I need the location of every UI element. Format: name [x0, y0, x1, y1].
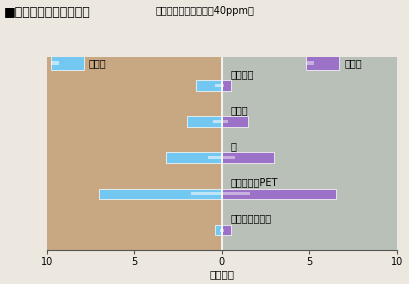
Text: ウール: ウール: [231, 105, 248, 115]
Bar: [306, 61, 314, 65]
Bar: [191, 193, 222, 195]
Bar: [196, 80, 222, 91]
Bar: [166, 153, 222, 163]
Bar: [213, 120, 222, 123]
Bar: [215, 84, 222, 87]
Text: 消臭性: 消臭性: [344, 58, 362, 68]
Text: レーヨン: レーヨン: [231, 69, 254, 79]
Bar: [222, 84, 224, 87]
Text: ■吸着・分解比較データ: ■吸着・分解比較データ: [4, 6, 91, 19]
Text: レギュラーPET: レギュラーPET: [231, 178, 278, 187]
Bar: [222, 225, 231, 235]
Bar: [222, 57, 397, 250]
Text: （アンモニア初発濃度40ppm）: （アンモニア初発濃度40ppm）: [155, 6, 254, 16]
Bar: [215, 225, 222, 235]
Text: 綿: 綿: [231, 141, 236, 151]
Bar: [222, 80, 231, 91]
Bar: [222, 120, 229, 123]
Bar: [208, 156, 222, 159]
Bar: [187, 116, 222, 127]
Bar: [99, 189, 222, 199]
Bar: [222, 116, 248, 127]
FancyBboxPatch shape: [51, 56, 84, 70]
Bar: [220, 229, 222, 231]
FancyBboxPatch shape: [306, 56, 339, 70]
Bar: [222, 156, 235, 159]
Text: シャインアップ: シャインアップ: [231, 214, 272, 224]
Bar: [222, 193, 250, 195]
Bar: [222, 153, 274, 163]
X-axis label: ガス濃度: ガス濃度: [209, 270, 234, 280]
Bar: [51, 61, 59, 65]
Text: 放出性: 放出性: [89, 58, 107, 68]
Bar: [222, 189, 335, 199]
Bar: [222, 229, 224, 231]
Bar: [47, 57, 222, 250]
